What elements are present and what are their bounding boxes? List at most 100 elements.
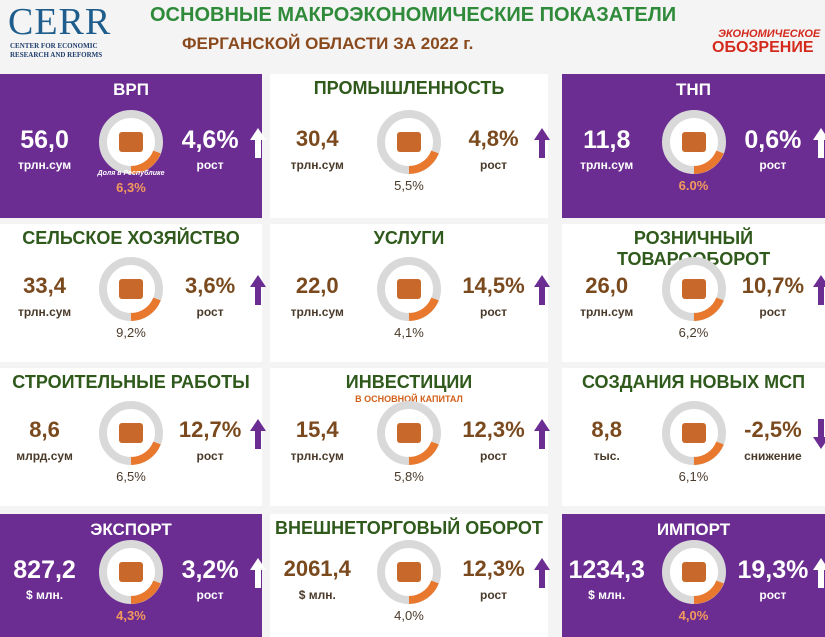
trend-arrow	[250, 557, 267, 588]
share: 5,5%	[394, 177, 424, 193]
value: 11,8	[583, 125, 631, 154]
unit: трлн.сум	[580, 304, 634, 319]
trend-arrow	[250, 418, 267, 449]
change-label: снижение	[744, 448, 802, 463]
card-title: СОЗДАНИЯ НОВЫХ МСП	[581, 372, 806, 392]
card-title: ПРОМЫШЛЕННОСТЬ	[313, 78, 505, 98]
share: 6,5%	[116, 468, 146, 484]
change: 12,3%	[462, 555, 525, 581]
ring-arc	[693, 580, 724, 604]
change-label: рост	[759, 157, 787, 172]
ring-arc	[408, 441, 439, 465]
trend-arrow	[812, 274, 825, 305]
unit: трлн.сум	[290, 448, 344, 463]
ring-arc	[693, 441, 724, 465]
arrow-shape	[812, 418, 825, 449]
change: 14,5%	[462, 272, 525, 298]
arrow-shape	[812, 127, 825, 158]
change: 3,2%	[181, 555, 239, 584]
card: ВРП 56,0 трлн.сум Доля в Республике 6,3% 4,6%…	[0, 74, 267, 218]
icon	[681, 278, 706, 299]
change: 12,7%	[178, 416, 242, 442]
ring-icon	[99, 256, 163, 321]
trend-arrow	[812, 127, 825, 158]
share: 5,8%	[394, 468, 424, 484]
card-title: УСЛУГИ	[373, 228, 445, 248]
card-title: СТРОИТЕЛЬНЫЕ РАБОТЫ	[12, 372, 250, 392]
unit: трлн.сум	[580, 157, 634, 172]
ring-icon	[661, 400, 726, 465]
ring-arc	[693, 149, 724, 174]
arrow-shape	[533, 418, 550, 449]
ring-icon	[99, 539, 163, 604]
card: ВНЕШНЕТОРГОВЫЙ ОБОРОТ 2061,4 $ млн. 4,0% 12,…	[270, 514, 550, 637]
ring-icon	[661, 109, 726, 174]
trend-arrow	[812, 418, 825, 449]
share: 6,3%	[116, 179, 146, 195]
unit: млрд.сум	[16, 448, 73, 463]
change: 10,7%	[741, 272, 805, 298]
icon	[119, 561, 143, 582]
icon	[397, 561, 421, 582]
ring-icon	[99, 400, 163, 465]
change-label: рост	[479, 304, 508, 319]
ring-arc	[130, 441, 161, 465]
change: -2,5%	[744, 416, 802, 442]
change-label: рост	[759, 304, 787, 319]
value: 8,8	[591, 416, 623, 442]
card: СЕЛЬСКОЕ ХОЗЯЙСТВО 33,4 трлн.сум 9,2% 3,6% ро…	[0, 224, 267, 362]
card: РОЗНИЧНЫЙ ТОВАРООБОРОТ 26,0 трлн.сум 6,2% 10…	[562, 224, 825, 362]
arrow-shape	[533, 557, 550, 588]
card: ПРОМЫШЛЕННОСТЬ 30,4 трлн.сум 5,5% 4,8% рост	[270, 74, 550, 218]
icon	[681, 131, 706, 152]
trend-arrow	[812, 557, 825, 588]
card-title: ВРП	[113, 80, 149, 99]
value: 33,4	[23, 272, 66, 298]
ring-icon	[377, 109, 441, 174]
change-label: рост	[479, 587, 508, 602]
logo: CERR	[8, 1, 112, 43]
card-subtitle: В ОСНОВНОЙ КАПИТАЛ	[355, 394, 463, 404]
unit: $ млн.	[26, 587, 64, 602]
ring-icon	[661, 539, 726, 604]
change: 0,6%	[744, 125, 802, 154]
share: 6,2%	[678, 324, 709, 340]
icon	[397, 131, 421, 152]
ring-arc	[693, 297, 724, 321]
share: 9,2%	[116, 324, 146, 340]
card-title: ВНЕШНЕТОРГОВЫЙ ОБОРОТ	[275, 518, 543, 538]
value: 26,0	[585, 272, 629, 298]
card-title: ИНВЕСТИЦИИ	[345, 372, 473, 392]
card: ИНВЕСТИЦИИ В ОСНОВНОЙ КАПИТАЛ 15,4 трлн.сум…	[270, 368, 550, 506]
value: 1234,3	[568, 555, 645, 584]
trend-arrow	[533, 418, 550, 449]
share: 6.0%	[678, 177, 709, 193]
logo-sub: CENTER FOR ECONOMIC	[10, 42, 98, 50]
ring-arc	[408, 580, 439, 604]
ring-arc	[130, 149, 161, 174]
arrow-shape	[250, 418, 267, 449]
change-label: рост	[196, 587, 224, 602]
change-label: рост	[479, 157, 508, 172]
card: ТНП 11,8 трлн.сум 6.0% 0,6% рост	[562, 74, 825, 218]
brand: ЭКОНОМИЧЕСКОЕ	[718, 28, 821, 40]
arrow-shape	[250, 127, 267, 158]
brand: ОБОЗРЕНИЕ	[712, 39, 814, 56]
trend-arrow	[533, 557, 550, 588]
share: 4,0%	[678, 607, 709, 623]
arrow-shape	[812, 557, 825, 588]
icon	[119, 131, 143, 152]
title: ОСНОВНЫЕ МАКРОЭКОНОМИЧЕСКИЕ ПОКАЗАТЕЛИ	[150, 4, 677, 26]
note: Доля в Республике	[97, 169, 165, 177]
ring-icon	[377, 256, 441, 321]
icon	[681, 561, 706, 582]
change: 3,6%	[185, 272, 236, 298]
value: 30,4	[295, 125, 339, 151]
logo-sub: RESEARCH AND REFORMS	[10, 51, 103, 59]
card: ИМПОРТ 1234,3 $ млн. 4,0% 19,3% рост	[562, 514, 825, 637]
ring-arc	[130, 580, 161, 604]
change: 4,8%	[468, 125, 519, 151]
card-title: ЭКСПОРТ	[90, 520, 172, 539]
unit: трлн.сум	[17, 304, 72, 319]
